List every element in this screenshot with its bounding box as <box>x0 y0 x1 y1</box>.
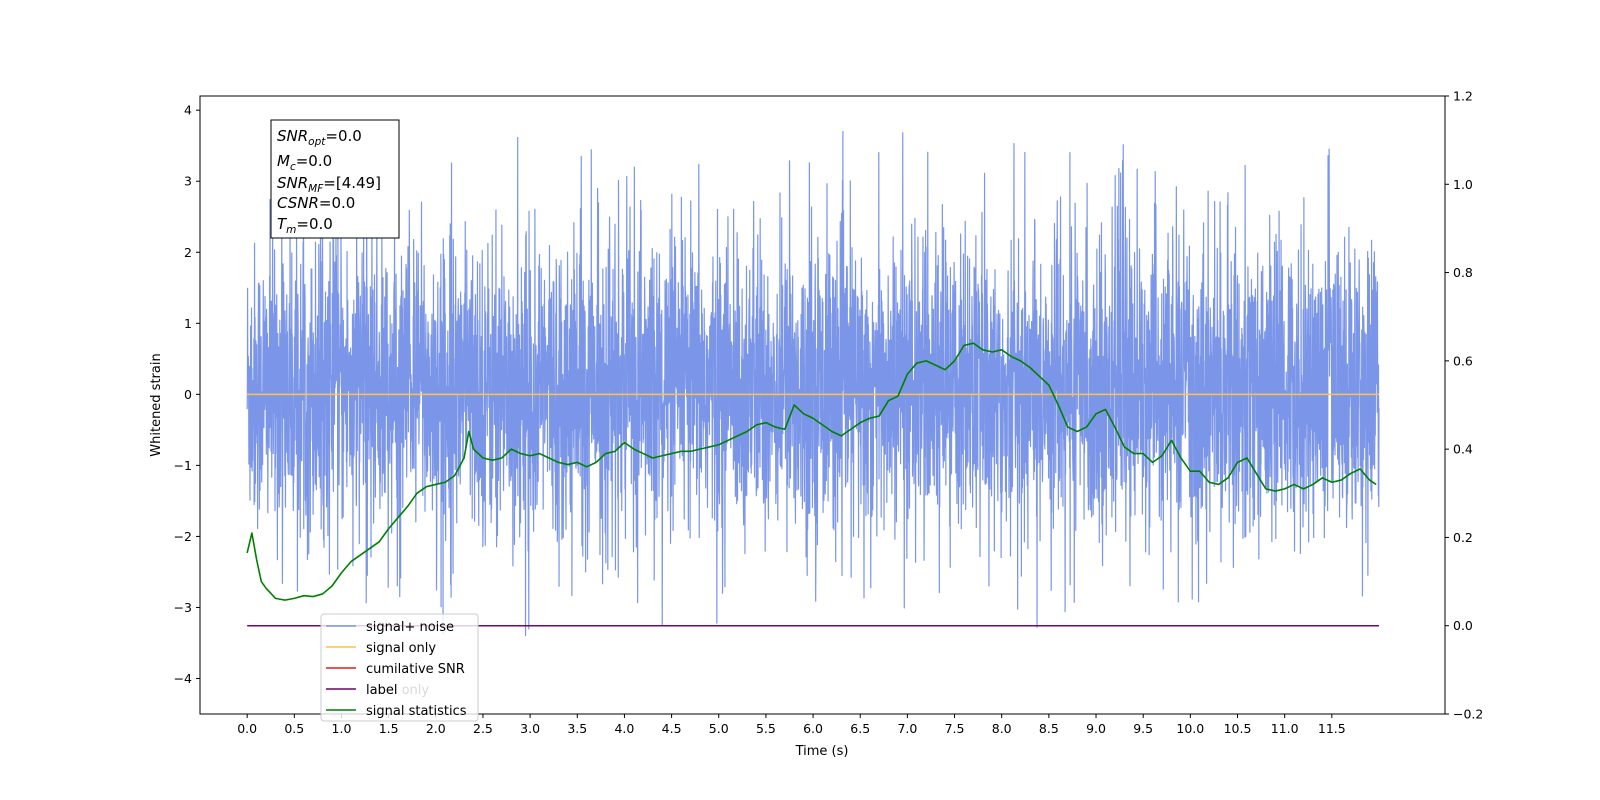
series-signal-noise <box>246 130 1380 637</box>
legend-entry-label: label <box>326 683 397 698</box>
y-left-tick-label: 2 <box>184 245 192 260</box>
series-signal-statistics <box>246 342 1377 601</box>
x-tick-label: 2.0 <box>426 721 446 736</box>
x-tick-label: 7.5 <box>945 721 965 736</box>
x-tick-label: 10.5 <box>1224 721 1252 736</box>
legend-label-signal-noise: signal+ noise <box>366 620 454 635</box>
y-right-tick-label: 1.2 <box>1453 89 1473 104</box>
x-tick-label: 3.0 <box>520 721 540 736</box>
x-tick-label: 6.5 <box>850 721 870 736</box>
y-right-tick-label: −0.2 <box>1453 707 1483 722</box>
plot-frame <box>199 95 1446 715</box>
x-tick-label: 4.5 <box>662 721 682 736</box>
x-tick-label: 2.5 <box>473 721 493 736</box>
legend-entry-signal-noise: signal+ noise <box>326 620 454 635</box>
x-axis-label: Time (s) <box>795 744 849 759</box>
info-line-tm: Tm=0.0 <box>277 215 333 236</box>
x-tick-label: 0.5 <box>284 721 304 736</box>
legend-label-signal-only: signal only <box>366 641 436 656</box>
y-left-tick-label: 1 <box>184 316 192 331</box>
x-tick-label: 3.5 <box>567 721 587 736</box>
info-line-mc: Mc=0.0 <box>277 152 332 173</box>
x-tick-label: 11.5 <box>1318 721 1346 736</box>
y-left-tick-label: 3 <box>184 174 192 189</box>
x-tick-label: 0.0 <box>237 721 257 736</box>
x-tick-label: 5.5 <box>756 721 776 736</box>
y-right-tick-label: 0.0 <box>1453 618 1473 633</box>
y-right-tick-label: 0.4 <box>1453 442 1473 457</box>
legend-label-signal-statistics: signal statistics <box>366 704 467 719</box>
x-tick-label: 10.0 <box>1176 721 1204 736</box>
x-tick-label: 1.5 <box>379 721 399 736</box>
y-axis-label: Whitened strain <box>149 353 164 456</box>
y-right-tick-label: 0.2 <box>1453 530 1473 545</box>
info-line-snr-mf: SNRMF=[4.49] <box>277 174 381 195</box>
y-axis-left-ticks: −4 −3 −2 −1 0 1 2 3 4 <box>174 103 200 686</box>
legend-label-cumulative-snr: cumilative SNR <box>366 662 465 677</box>
x-axis-ticks: 0.0 0.5 1.0 1.5 2.0 2.5 3.0 3.5 4.0 4.5 5.0 5.5 6.0 6… <box>237 714 1346 736</box>
legend-label-label-only: label only <box>366 683 429 698</box>
y-left-tick-label: −1 <box>174 458 192 473</box>
y-right-tick-label: 1.0 <box>1453 177 1473 192</box>
y-axis-right-ticks: −0.2 0.0 0.2 0.4 0.6 0.8 1.0 1.2 <box>1445 89 1483 722</box>
info-box: SNRopt=0.0 Mc=0.0 SNRMF=[4.49] CSNR=0.0 … <box>270 119 400 239</box>
y-left-tick-label: −3 <box>174 600 192 615</box>
y-left-tick-label: 4 <box>184 103 192 118</box>
x-tick-label: 9.5 <box>1133 721 1153 736</box>
legend-entry-signal-statistics: signal statistics <box>326 704 467 719</box>
y-right-tick-label: 0.6 <box>1453 353 1473 368</box>
legend: signal+ noise signal only cumilative SNR… <box>320 613 479 722</box>
x-tick-label: 1.0 <box>332 721 352 736</box>
x-tick-label: 9.0 <box>1086 721 1106 736</box>
x-tick-label: 6.0 <box>803 721 823 736</box>
info-line-csnr: CSNR=0.0 <box>277 194 355 212</box>
x-tick-label: 8.0 <box>992 721 1012 736</box>
legend-entry-cumulative-snr: cumilative SNR <box>326 662 465 677</box>
y-right-tick-label: 0.8 <box>1453 265 1473 280</box>
info-line-snr-opt: SNRopt=0.0 <box>277 127 362 148</box>
x-tick-label: 4.0 <box>614 721 634 736</box>
x-tick-label: 11.0 <box>1271 721 1299 736</box>
y-left-tick-label: −4 <box>174 671 192 686</box>
legend-entry-signal-only: signal only <box>326 641 436 656</box>
noise-series-layer <box>246 130 1380 637</box>
x-tick-label: 8.5 <box>1039 721 1059 736</box>
x-tick-label: 7.0 <box>897 721 917 736</box>
y-left-tick-label: −2 <box>174 529 192 544</box>
y-left-tick-label: 0 <box>184 387 192 402</box>
legend-label-label: label <box>366 683 397 698</box>
x-tick-label: 5.0 <box>709 721 729 736</box>
